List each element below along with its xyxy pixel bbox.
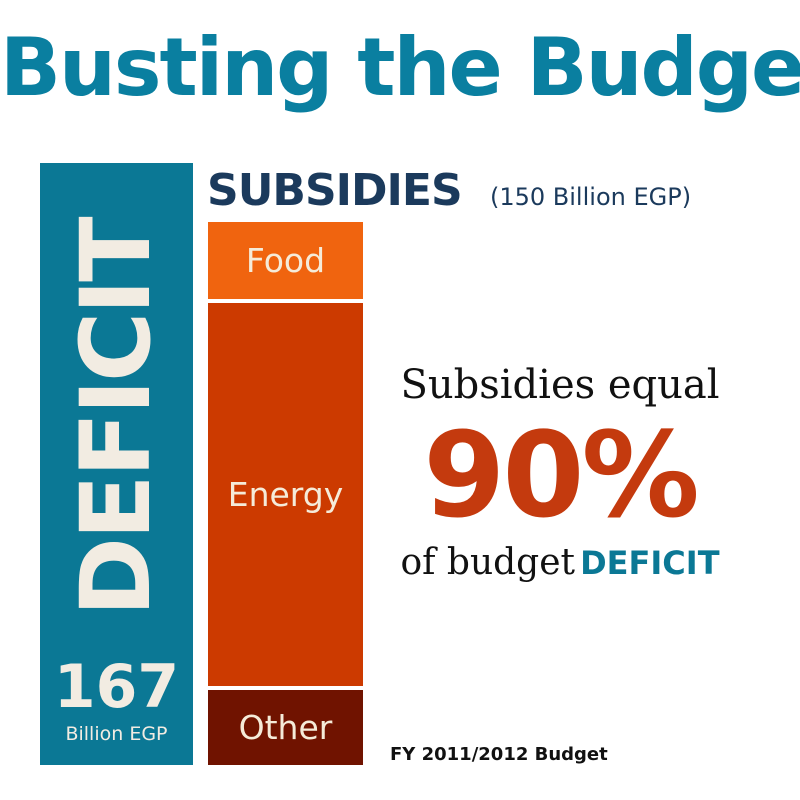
subsidies-segment-label: Energy <box>227 475 344 514</box>
annotation-line3: of budget DEFICIT <box>370 538 750 588</box>
subsidies-segment-label: Food <box>245 241 326 280</box>
footnote: FY 2011/2012 Budget <box>390 744 608 765</box>
subsidies-segment-label: Other <box>238 708 333 747</box>
subsidies-total: (150 Billion EGP) <box>490 183 692 211</box>
annotation-line1: Subsidies equal <box>400 362 720 408</box>
deficit-value: 167 <box>53 652 180 722</box>
subsidies-segment-other: Other <box>208 690 363 765</box>
page-title: Busting the Budget <box>0 21 800 114</box>
subsidies-segment-energy: Energy <box>208 303 363 686</box>
annotation-percentage: 90% <box>423 406 699 544</box>
annotation-line3-text: of budget <box>400 542 576 583</box>
annotation-line3-highlight: DEFICIT <box>580 544 720 582</box>
subsidies-segment-food: Food <box>208 222 363 299</box>
deficit-unit: Billion EGP <box>65 723 168 745</box>
deficit-label: DEFICIT <box>60 219 172 617</box>
subsidies-label: SUBSIDIES <box>207 165 463 216</box>
deficit-bar <box>40 163 193 765</box>
